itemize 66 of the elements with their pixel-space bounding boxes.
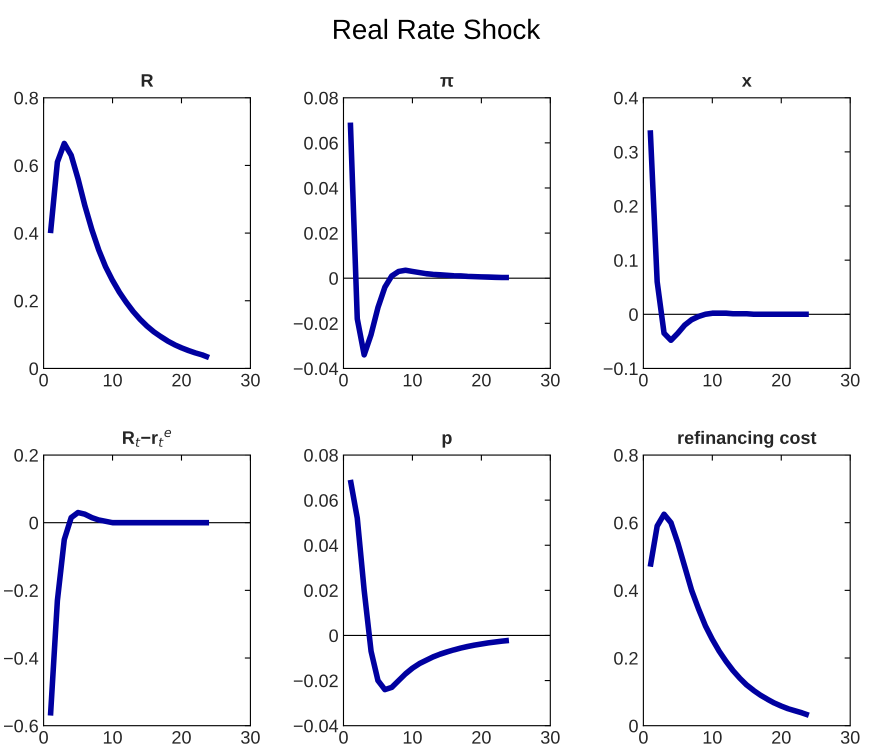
y-tick-label: 0 <box>29 362 38 376</box>
y-tick-label: −0.02 <box>294 317 338 330</box>
x-tick-label: 20 <box>472 374 491 387</box>
x-tick-label: 10 <box>404 374 422 387</box>
y-tick-label: 0.08 <box>304 448 338 462</box>
y-tick-label: −0.2 <box>4 584 38 598</box>
y-tick-label: 0.6 <box>614 516 638 530</box>
x-tick-label: 0 <box>339 374 348 387</box>
chart-title: x <box>742 77 752 87</box>
y-tick-label: 0.4 <box>614 584 638 598</box>
y-tick-label: −0.02 <box>294 674 338 688</box>
chart-title: π <box>440 77 454 87</box>
y-tick-label: 0.04 <box>304 539 338 552</box>
y-tick-label: −0.6 <box>4 720 38 732</box>
y-tick-label: −0.1 <box>604 362 638 376</box>
text: Real Rate Shock <box>334 18 540 40</box>
x-tick-label: 20 <box>772 731 791 744</box>
x-tick-label: 0 <box>639 374 648 387</box>
y-tick-label: 0.4 <box>14 227 38 240</box>
x-tick-label: 30 <box>241 374 260 387</box>
x-tick-label: 30 <box>540 731 560 744</box>
x-tick-label: 10 <box>404 731 422 744</box>
y-tick-label: 0.2 <box>614 652 638 665</box>
x-tick-label: 10 <box>104 731 122 744</box>
y-tick-label: 0.2 <box>14 448 38 462</box>
x-tick-label: 20 <box>472 731 491 744</box>
y-tick-label: 0 <box>629 720 638 732</box>
x-tick-label: 0 <box>39 731 48 744</box>
y-tick-label: 0 <box>29 516 38 530</box>
y-tick-label: 0.02 <box>304 227 338 240</box>
y-tick-label: 0.06 <box>304 136 338 150</box>
x-tick-label: 20 <box>772 374 791 387</box>
y-tick-label: 0 <box>329 629 338 642</box>
y-tick-label: −0.04 <box>294 720 338 732</box>
y-tick-label: 0.1 <box>614 254 638 267</box>
y-tick-label: 0.02 <box>304 584 338 598</box>
x-tick-label: 10 <box>704 731 722 744</box>
y-tick-label: 0.06 <box>304 494 338 507</box>
y-tick-label: −0.04 <box>294 362 338 376</box>
y-tick-label: 0.4 <box>614 92 638 104</box>
y-tick-label: 0.2 <box>614 200 638 213</box>
chart-title: R <box>142 74 154 87</box>
x-tick-label: 20 <box>172 374 191 387</box>
y-tick-label: 0.6 <box>14 159 38 172</box>
y-tick-label: 0.3 <box>614 146 638 159</box>
x-tick-label: 30 <box>840 374 860 387</box>
x-tick-label: 30 <box>241 731 260 744</box>
y-tick-label: 0.8 <box>614 448 638 462</box>
x-tick-label: 0 <box>39 374 48 387</box>
chart-title: refinancing cost <box>678 430 816 448</box>
x-tick-label: 10 <box>104 374 122 387</box>
y-tick-label: 0.08 <box>304 92 338 104</box>
y-tick-label: 0 <box>629 308 638 322</box>
y-tick-label: 0.04 <box>304 182 338 195</box>
x-tick-label: 10 <box>704 374 722 387</box>
y-tick-label: −0.4 <box>4 652 38 665</box>
x-tick-label: 20 <box>172 731 191 744</box>
x-tick-label: 0 <box>639 731 648 744</box>
y-tick-label: 0.2 <box>14 294 38 308</box>
chart-title: R$_{t}$−r$_{t}$$^{e}$ <box>123 430 172 447</box>
x-tick-label: 30 <box>840 731 860 744</box>
chart-title: p <box>442 434 452 448</box>
y-tick-label: 0 <box>329 272 338 285</box>
x-tick-label: 30 <box>540 374 560 387</box>
x-tick-label: 0 <box>339 731 348 744</box>
y-tick-label: 0.8 <box>14 92 38 104</box>
